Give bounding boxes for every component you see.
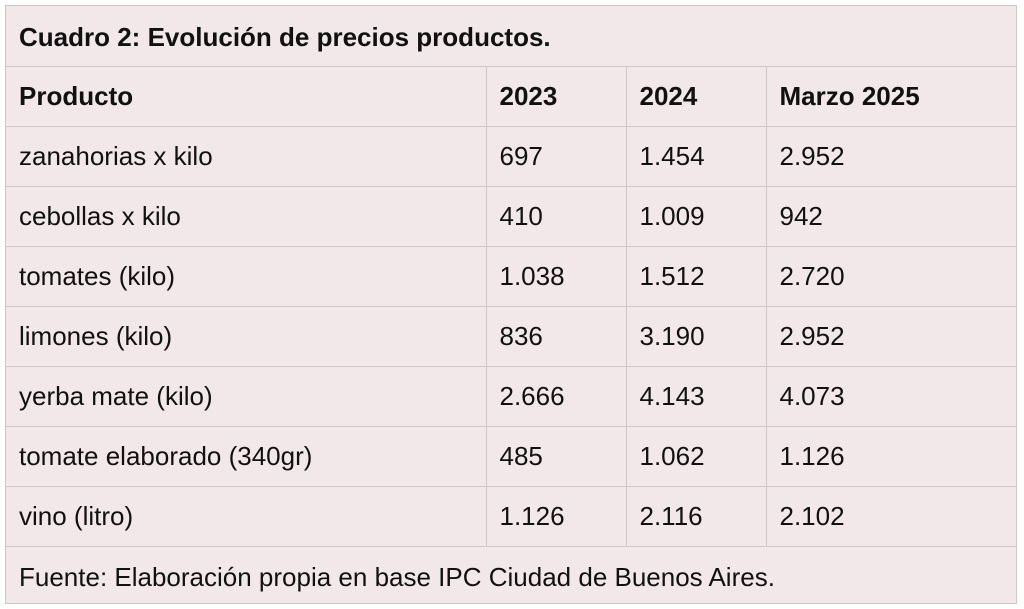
price-marzo-2025: 2.102 (766, 486, 1016, 547)
header-2023: 2023 (486, 67, 627, 127)
product-name: zanahorias x kilo (6, 126, 487, 187)
header-2024: 2024 (626, 67, 767, 127)
product-name: vino (litro) (6, 486, 487, 547)
table-row: tomate elaborado (340gr) 485 1.062 1.126 (6, 426, 1016, 487)
price-2024: 2.116 (626, 486, 767, 547)
price-2023: 1.126 (486, 486, 627, 547)
price-marzo-2025: 2.952 (766, 126, 1016, 187)
table-title: Cuadro 2: Evolución de precios productos… (6, 6, 1016, 67)
header-producto: Producto (6, 67, 487, 127)
price-2023: 697 (486, 126, 627, 187)
product-name: cebollas x kilo (6, 186, 487, 247)
header-row: Producto 2023 2024 Marzo 2025 (6, 67, 1016, 127)
price-2024: 3.190 (626, 306, 767, 367)
table-row: cebollas x kilo 410 1.009 942 (6, 186, 1016, 247)
table-row: yerba mate (kilo) 2.666 4.143 4.073 (6, 366, 1016, 427)
table-row: zanahorias x kilo 697 1.454 2.952 (6, 126, 1016, 187)
table-row: limones (kilo) 836 3.190 2.952 (6, 306, 1016, 367)
price-table-container: Cuadro 2: Evolución de precios productos… (5, 5, 1017, 604)
price-2023: 1.038 (486, 246, 627, 307)
price-2023: 2.666 (486, 366, 627, 427)
header-marzo-2025: Marzo 2025 (766, 67, 1016, 127)
price-marzo-2025: 2.720 (766, 246, 1016, 307)
price-marzo-2025: 1.126 (766, 426, 1016, 487)
source-footnote: Fuente: Elaboración propia en base IPC C… (19, 562, 775, 592)
product-name: tomates (kilo) (6, 246, 487, 307)
price-marzo-2025: 942 (766, 186, 1016, 247)
price-2024: 1.454 (626, 126, 767, 187)
price-2024: 4.143 (626, 366, 767, 427)
table-row: tomates (kilo) 1.038 1.512 2.720 (6, 246, 1016, 307)
price-marzo-2025: 4.073 (766, 366, 1016, 427)
price-2024: 1.512 (626, 246, 767, 307)
price-2023: 410 (486, 186, 627, 247)
price-2023: 836 (486, 306, 627, 367)
price-table: Producto 2023 2024 Marzo 2025 zanahorias… (6, 67, 1016, 547)
product-name: yerba mate (kilo) (6, 366, 487, 427)
price-marzo-2025: 2.952 (766, 306, 1016, 367)
product-name: tomate elaborado (340gr) (6, 426, 487, 487)
product-name: limones (kilo) (6, 306, 487, 367)
price-2024: 1.009 (626, 186, 767, 247)
price-2024: 1.062 (626, 426, 767, 487)
table-row: vino (litro) 1.126 2.116 2.102 (6, 486, 1016, 547)
price-2023: 485 (486, 426, 627, 487)
